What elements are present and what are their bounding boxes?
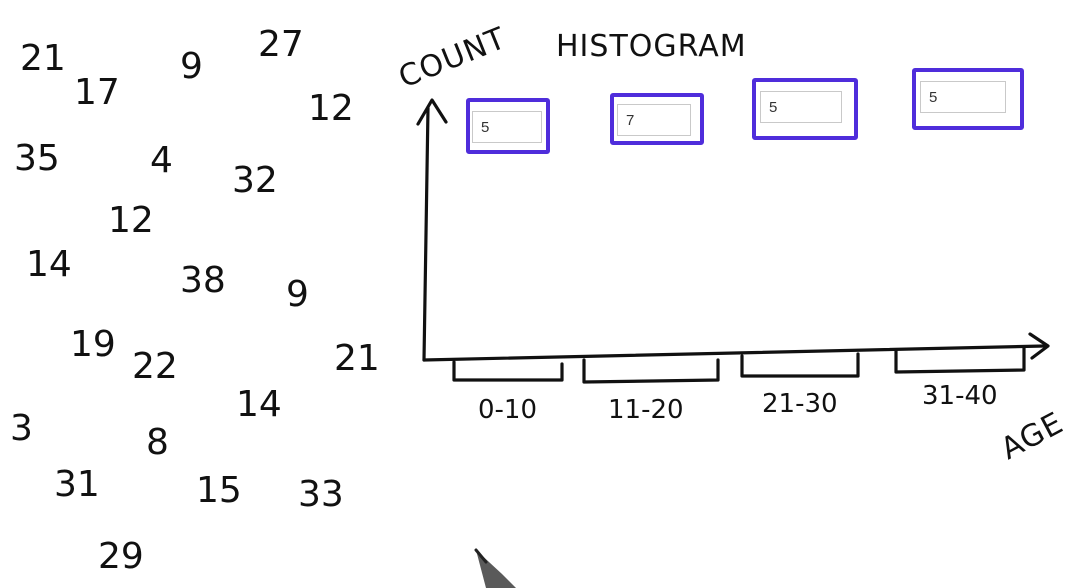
answer-box-21-30 bbox=[752, 78, 858, 140]
age-value: 4 bbox=[150, 140, 173, 181]
age-value: 21 bbox=[334, 338, 380, 379]
age-value: 14 bbox=[26, 244, 72, 285]
age-value: 32 bbox=[232, 160, 278, 201]
age-value: 35 bbox=[14, 138, 60, 179]
age-value: 38 bbox=[180, 260, 226, 301]
age-value: 14 bbox=[236, 384, 282, 425]
age-value: 21 bbox=[20, 38, 66, 79]
age-value: 27 bbox=[258, 24, 304, 65]
scattered-ages: 21 17 9 27 12 35 4 32 12 14 38 9 19 22 2… bbox=[10, 24, 380, 577]
bin-bracket-11-20 bbox=[582, 358, 720, 384]
bin-bracket-31-40 bbox=[894, 346, 1026, 374]
y-axis-line bbox=[422, 106, 430, 362]
answer-input-21-30[interactable] bbox=[760, 91, 842, 123]
y-axis-label: COUNT bbox=[394, 21, 511, 96]
y-axis-arrowhead bbox=[416, 98, 448, 126]
answer-box-31-40 bbox=[912, 68, 1024, 130]
age-value: 19 bbox=[70, 324, 116, 365]
age-value: 22 bbox=[132, 346, 178, 387]
bin-label: 0-10 bbox=[478, 395, 537, 425]
age-value: 29 bbox=[98, 536, 144, 577]
answer-input-31-40[interactable] bbox=[920, 81, 1006, 113]
answer-input-0-10[interactable] bbox=[472, 111, 542, 143]
bin-labels: 0-10 11-20 21-30 31-40 bbox=[478, 381, 998, 425]
bin-label: 31-40 bbox=[922, 381, 998, 411]
age-value: 15 bbox=[196, 470, 242, 511]
age-value: 9 bbox=[180, 46, 203, 87]
age-value: 31 bbox=[54, 464, 100, 505]
age-value: 9 bbox=[286, 274, 309, 315]
bin-label: 11-20 bbox=[608, 395, 684, 425]
bin-brackets bbox=[452, 346, 1026, 384]
x-axis-arrowhead bbox=[1028, 332, 1050, 360]
histogram-axes bbox=[416, 98, 1050, 362]
age-value: 12 bbox=[308, 88, 354, 129]
bin-bracket-0-10 bbox=[452, 360, 564, 382]
answer-input-11-20[interactable] bbox=[617, 104, 691, 136]
age-value: 17 bbox=[74, 72, 120, 113]
age-value: 8 bbox=[146, 422, 169, 463]
x-axis-line bbox=[422, 344, 1046, 362]
age-value: 3 bbox=[10, 408, 33, 449]
age-value: 33 bbox=[298, 474, 344, 515]
age-value: 12 bbox=[108, 200, 154, 241]
x-axis-label: AGE bbox=[995, 406, 1069, 468]
bin-label: 21-30 bbox=[762, 389, 838, 419]
histogram-title: HISTOGRAM bbox=[556, 29, 747, 64]
bin-bracket-21-30 bbox=[740, 352, 860, 378]
answer-box-11-20 bbox=[610, 93, 704, 145]
answer-box-0-10 bbox=[466, 98, 550, 154]
pen-cursor-icon bbox=[474, 548, 516, 588]
